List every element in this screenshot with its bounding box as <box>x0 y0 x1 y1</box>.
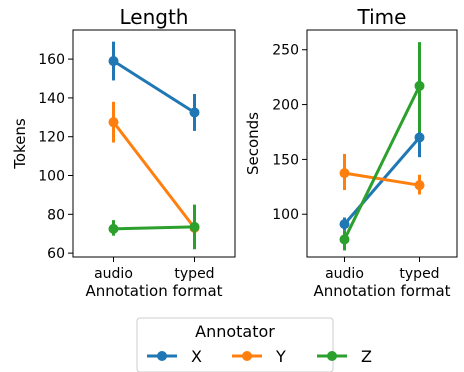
series-y <box>339 153 425 195</box>
axes-frame <box>72 29 236 258</box>
legend: Annotator X Y Z <box>136 317 372 372</box>
series-line <box>112 121 196 229</box>
y-tick-label: 120 <box>38 130 65 146</box>
y-tick-label: 250 <box>272 43 299 59</box>
x-tick-label: audio <box>325 266 364 282</box>
y-tick-label: 100 <box>272 207 299 223</box>
legend-entry-x: X <box>147 347 202 366</box>
data-point <box>189 107 200 118</box>
panel-title: Time <box>357 5 407 29</box>
legend-marker <box>327 351 337 361</box>
series-y <box>108 101 200 242</box>
y-tick-label: 60 <box>47 246 65 262</box>
y-axis-label: Tokens <box>11 118 29 170</box>
y-tick-label: 80 <box>47 207 65 223</box>
data-point <box>108 223 119 234</box>
y-axis-label: Seconds <box>244 112 262 175</box>
data-point <box>339 168 350 179</box>
data-point <box>414 132 425 143</box>
axes-frame <box>306 29 458 258</box>
x-tick-label: typed <box>174 266 214 282</box>
series-z <box>339 42 425 251</box>
y-tick-label: 100 <box>38 169 65 185</box>
data-point <box>339 234 350 245</box>
x-axis-label: Annotation format <box>85 282 222 300</box>
panel-title: Length <box>120 5 189 29</box>
legend-marker <box>157 351 167 361</box>
series-line <box>113 225 195 231</box>
legend-label: X <box>191 347 202 366</box>
data-point <box>414 180 425 191</box>
y-tick-label: 150 <box>272 152 299 168</box>
legend-label: Z <box>361 347 372 366</box>
y-tick-label: 200 <box>272 98 299 114</box>
data-point <box>108 117 119 128</box>
data-point <box>108 56 119 67</box>
y-tick-label: 160 <box>38 52 65 68</box>
legend-marker <box>242 351 252 361</box>
panel-length: Length 60 80 100 120 140 160 audio typedAnnotati… <box>11 5 236 300</box>
series-z <box>108 204 200 250</box>
series-line <box>343 136 421 226</box>
data-point <box>189 221 200 232</box>
series-line <box>343 85 421 241</box>
series-x <box>108 41 200 131</box>
legend-label: Y <box>275 347 286 366</box>
data-point <box>339 219 350 230</box>
data-point <box>414 80 425 91</box>
legend-entry-y: Y <box>232 347 286 366</box>
x-tick-label: typed <box>399 266 439 282</box>
x-tick-label: audio <box>94 266 133 282</box>
series-line <box>344 171 420 187</box>
legend-title: Annotator <box>195 322 275 341</box>
legend-entry-z: Z <box>317 347 372 366</box>
x-axis-label: Annotation format <box>313 282 450 300</box>
y-tick-label: 140 <box>38 91 65 107</box>
series-line <box>112 59 196 114</box>
legend-frame <box>136 317 334 372</box>
